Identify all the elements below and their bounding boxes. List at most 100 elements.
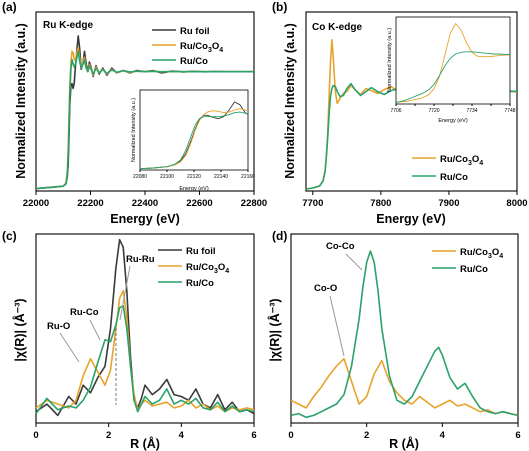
annotation-arrow-ru-ru xyxy=(119,265,131,321)
plot-frame-c xyxy=(35,233,255,424)
x-tick-label: 0 xyxy=(33,430,38,441)
x-tick-label: 0 xyxy=(288,430,293,441)
annotation-ru-o: Ru-O xyxy=(47,321,70,332)
legend-label-ru-co3o4-c: Ru/Co3O4 xyxy=(186,262,229,275)
annotations-d: Co-Co Co-O xyxy=(314,241,363,357)
x-tick-label: 22600 xyxy=(186,198,212,209)
legend-label-ru-co-c: Ru/Co xyxy=(186,278,214,289)
annotations-c: Ru-Ru Ru-Co Ru-O xyxy=(47,254,155,405)
legend-label-ru-co-b: Ru/Co xyxy=(440,172,468,183)
annotation-arrow-ru-co xyxy=(89,319,101,341)
inset-x-label-a: Energy (eV) xyxy=(179,186,209,192)
inset-series-line-ru-co3o4-b xyxy=(395,23,510,103)
plot-frame-b xyxy=(305,11,518,192)
annotation-co-o: Co-O xyxy=(314,283,337,294)
x-tick-label: 6 xyxy=(515,430,520,441)
annotation-ru-ru: Ru-Ru xyxy=(126,254,155,265)
y-axis-label-d: |χ(R)| (Å⁻³) xyxy=(267,298,282,361)
x-tick-label: 7720 xyxy=(428,108,439,114)
x-tick-label: 7706 xyxy=(390,108,401,114)
x-tick-label: 22160 xyxy=(241,174,255,180)
legend-label-ru-co3o4-a: Ru/Co3O4 xyxy=(180,41,223,54)
x-tick-label: 22200 xyxy=(77,198,103,209)
x-tick-label: 7734 xyxy=(466,108,477,114)
x-tick-label: 22140 xyxy=(214,174,228,180)
panel-c: (c) 0 2 4 6 R (Å) |χ(R)| (Å⁻³) Ru-Ru Ru-Co … xyxy=(2,229,257,451)
x-axis-label-c: R (Å) xyxy=(130,436,160,451)
series-line-ru-co3o4-c xyxy=(35,289,255,413)
inset-frame-b xyxy=(395,16,511,105)
x-ticks-c: 0 2 4 6 xyxy=(33,423,257,441)
panel-b: (b) Co K-edge 7700 7800 7900 8000 Energy (e… xyxy=(272,0,528,226)
inset-y-label-b: Normalized Intensity (a.u.) xyxy=(387,28,393,92)
panel-label-c: (c) xyxy=(2,229,17,243)
chart-title-a: Ru K-edge xyxy=(43,20,93,31)
x-tick-label: 7800 xyxy=(370,198,391,209)
legend-label-ru-foil-c: Ru foil xyxy=(186,246,216,257)
plot-frame-d xyxy=(290,233,519,424)
legend-label-ru-co3o4-d: Ru/Co3O4 xyxy=(460,247,503,260)
x-axis-label-a: Energy (eV) xyxy=(110,212,179,226)
x-axis-label-b: Energy (eV) xyxy=(376,212,445,226)
panel-label-a: (a) xyxy=(2,0,17,14)
y-axis-label-a: Normalized Intensity (a.u.) xyxy=(14,23,28,179)
x-ticks-b: 7700 7800 7900 8000 xyxy=(302,191,528,209)
x-tick-label: 4 xyxy=(179,430,185,441)
inset-series-line-ru-co3o4-a xyxy=(139,108,249,170)
x-axis-label-d: R (Å) xyxy=(389,436,419,451)
annotation-arrow-co-o xyxy=(329,295,345,357)
series-line-ru-co-a xyxy=(35,50,254,190)
x-tick-label: 22000 xyxy=(23,198,49,209)
series-group-a xyxy=(35,35,254,190)
legend-b: Ru/Co3O4 Ru/Co xyxy=(412,154,483,183)
series-line-ru-co-d xyxy=(290,250,519,419)
x-tick-label: 8000 xyxy=(506,198,527,209)
inset-x-ticks-a: 22080 22100 22120 22140 22160 xyxy=(133,170,255,180)
inset-a: 22080 22100 22120 22140 22160 Energy (eV) No… xyxy=(131,89,255,192)
legend-d: Ru/Co3O4 Ru/Co xyxy=(432,247,503,275)
inset-x-label-b: Energy (eV) xyxy=(438,118,468,124)
annotation-arrow-co-co xyxy=(345,253,363,271)
x-tick-label: 2 xyxy=(106,430,111,441)
x-tick-label: 22800 xyxy=(241,198,267,209)
x-tick-label: 22080 xyxy=(133,174,147,180)
x-tick-label: 4 xyxy=(440,430,446,441)
x-tick-label: 7900 xyxy=(438,198,459,209)
series-line-ru-co-c xyxy=(35,305,255,415)
panel-label-b: (b) xyxy=(272,0,287,14)
series-line-ru-foil-c xyxy=(35,238,255,417)
x-tick-label: 7700 xyxy=(302,198,323,209)
x-tick-label: 2 xyxy=(364,430,369,441)
inset-x-ticks-b: 7706 7720 7734 7748 xyxy=(390,104,516,114)
inset-y-label-a: Normalized Intensity (a.u.) xyxy=(131,98,137,162)
x-ticks-d: 0 2 4 6 xyxy=(288,423,521,441)
inset-series-line-ru-co-b xyxy=(395,51,510,103)
x-tick-label: 22400 xyxy=(132,198,158,209)
series-group-d xyxy=(290,250,519,419)
legend-label-ru-co-d: Ru/Co xyxy=(460,264,488,275)
inset-series-line-ru-co-a xyxy=(139,111,249,170)
annotation-arrow-ru-o xyxy=(59,332,80,363)
x-tick-label: 6 xyxy=(251,430,256,441)
panel-d: (d) 0 2 4 6 R (Å) |χ(R)| (Å⁻³) Co-Co Co-O R… xyxy=(267,229,521,451)
legend-c: Ru foil Ru/Co3O4 Ru/Co xyxy=(158,246,229,289)
inset-b: 7706 7720 7734 7748 Energy (eV) Normalized … xyxy=(387,16,516,124)
y-axis-label-c: |χ(R)| (Å⁻³) xyxy=(12,298,27,361)
inset-series-group-b xyxy=(395,23,510,103)
x-tick-label: 7748 xyxy=(504,108,515,114)
inset-frame-a xyxy=(139,89,249,171)
legend-label-ru-co3o4-b: Ru/Co3O4 xyxy=(440,154,483,167)
legend-label-ru-foil-a: Ru foil xyxy=(180,26,210,37)
panel-label-d: (d) xyxy=(272,229,287,243)
annotation-ru-co: Ru-Co xyxy=(70,307,99,318)
x-tick-label: 22120 xyxy=(187,174,201,180)
legend-label-ru-co-a: Ru/Co xyxy=(180,56,208,67)
chart-title-b: Co K-edge xyxy=(312,22,362,33)
series-group-c xyxy=(35,238,255,417)
series-line-ru-co3o4-d xyxy=(290,357,519,417)
inset-series-group-a xyxy=(139,101,249,170)
y-axis-label-b: Normalized Intensity (a.u.) xyxy=(283,23,297,179)
legend-a: Ru foil Ru/Co3O4 Ru/Co xyxy=(152,26,223,67)
x-tick-label: 22100 xyxy=(160,174,174,180)
